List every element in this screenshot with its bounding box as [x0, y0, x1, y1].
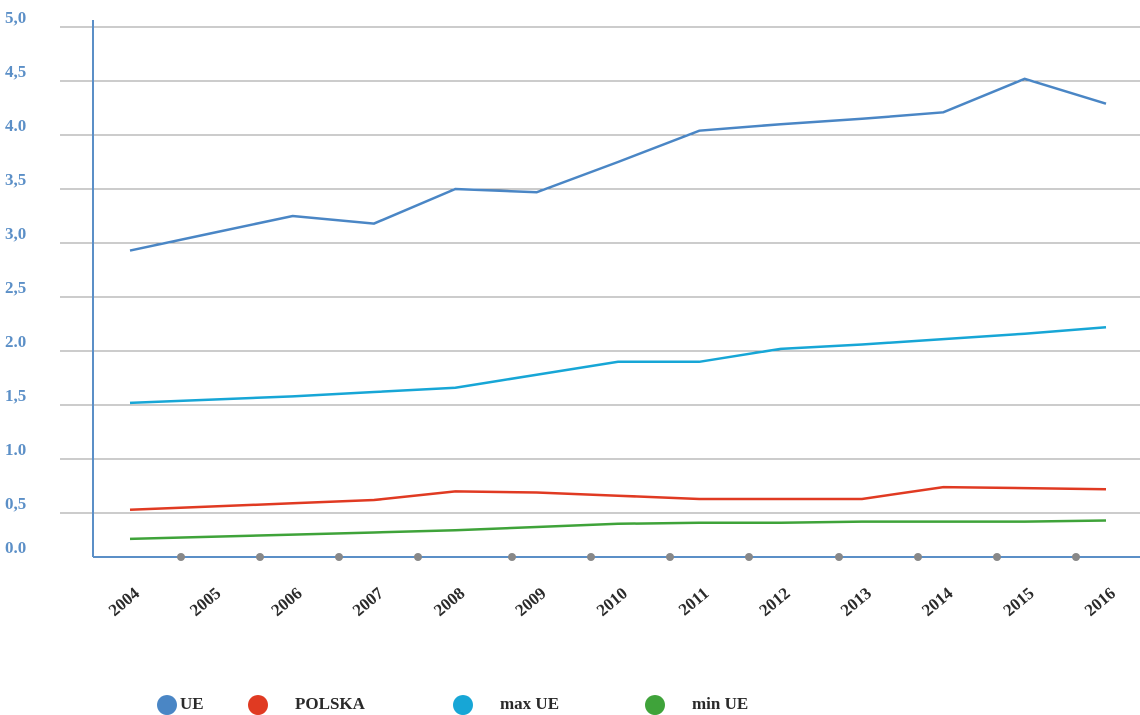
- x-tick-label: 2006: [267, 584, 305, 620]
- legend-label: min UE: [692, 694, 748, 713]
- y-tick-label: 1.0: [5, 440, 26, 459]
- y-tick-label: 0.0: [5, 538, 26, 557]
- x-tick-label: 2012: [755, 584, 793, 620]
- legend-swatch: [453, 695, 473, 715]
- x-tick-label: 2016: [1081, 584, 1119, 620]
- axis-dot: [914, 553, 922, 561]
- axis-dot: [587, 553, 595, 561]
- axis-dot: [835, 553, 843, 561]
- y-tick-label: 3,0: [5, 224, 26, 243]
- legend-swatch: [157, 695, 177, 715]
- x-tick-label: 2005: [186, 584, 224, 620]
- legend-label: POLSKA: [295, 694, 366, 713]
- x-tick-label: 2015: [999, 584, 1037, 620]
- x-tick-label: 2007: [349, 583, 388, 620]
- y-tick-label: 2,5: [5, 278, 26, 297]
- series-line: [129, 485, 1107, 512]
- axis-dot: [1072, 553, 1080, 561]
- y-tick-label: 4.0: [5, 116, 26, 135]
- axis-dot: [414, 553, 422, 561]
- series-line: [129, 519, 1107, 541]
- y-tick-label: 4,5: [5, 62, 26, 81]
- legend-label: max UE: [500, 694, 559, 713]
- y-tick-label: 3,5: [5, 170, 26, 189]
- axis-dot: [745, 553, 753, 561]
- legend-swatch: [645, 695, 665, 715]
- axis-dot: [993, 553, 1001, 561]
- y-tick-label: 5,0: [5, 8, 26, 27]
- x-tick-label: 2011: [675, 584, 713, 620]
- axis-dot: [335, 553, 343, 561]
- x-tick-label: 2010: [593, 584, 631, 620]
- axis-dot: [177, 553, 185, 561]
- axis-dot: [666, 553, 674, 561]
- series-line: [129, 325, 1107, 405]
- legend-label: UE: [180, 694, 204, 713]
- y-tick-label: 1,5: [5, 386, 26, 405]
- x-tick-label: 2014: [918, 583, 957, 620]
- axis-dot: [256, 553, 264, 561]
- x-tick-label: 2004: [105, 583, 144, 620]
- x-tick-label: 2013: [837, 584, 875, 620]
- x-tick-label: 2008: [430, 584, 468, 620]
- series-line: [129, 77, 1107, 252]
- legend-swatch: [248, 695, 268, 715]
- x-tick-label: 2009: [511, 584, 549, 620]
- y-tick-label: 0,5: [5, 494, 26, 513]
- axis-dot: [508, 553, 516, 561]
- y-tick-label: 2.0: [5, 332, 26, 351]
